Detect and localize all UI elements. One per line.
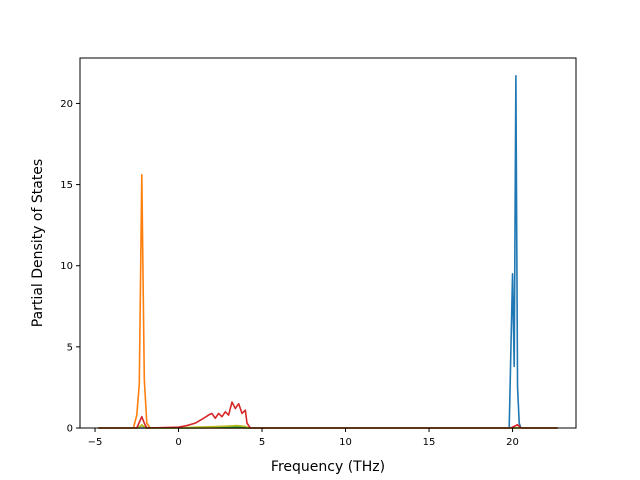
- series-line-2: [98, 174, 558, 429]
- x-tick-label: 5: [259, 437, 265, 448]
- x-tick-label: 0: [175, 437, 181, 448]
- x-tick-label: 10: [339, 437, 352, 448]
- x-axis-ticks: −5 0 5 10 15 20: [88, 428, 519, 448]
- y-axis-ticks: 0 5 10 15 20: [60, 99, 80, 435]
- y-tick-label: 20: [60, 99, 73, 110]
- y-tick-label: 15: [60, 180, 73, 191]
- x-tick-label: 20: [506, 437, 519, 448]
- y-tick-label: 5: [67, 342, 73, 353]
- x-tick-label: 15: [423, 437, 436, 448]
- x-axis-title: Frequency (THz): [271, 459, 385, 475]
- plot-area: [80, 58, 576, 428]
- x-tick-label: −5: [88, 437, 103, 448]
- y-tick-label: 0: [67, 424, 73, 435]
- y-axis-title: Partial Density of States: [30, 159, 46, 327]
- axes-frame: [79, 57, 577, 429]
- y-tick-label: 10: [60, 261, 73, 272]
- series-line-4: [98, 423, 558, 429]
